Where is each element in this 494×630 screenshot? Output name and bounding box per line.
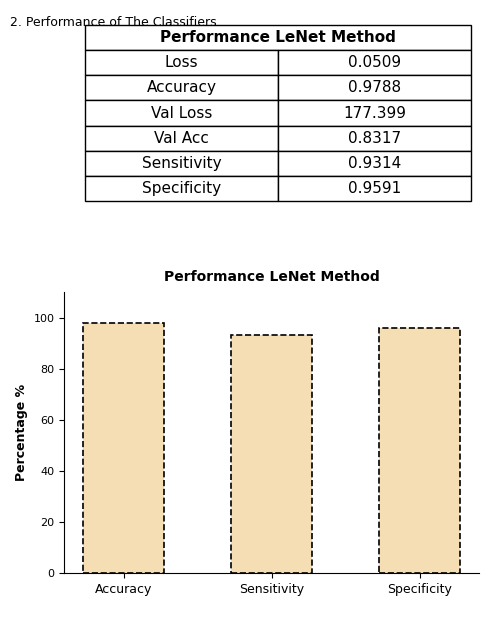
Bar [85, 176, 278, 201]
Text: 0.0509: 0.0509 [348, 55, 401, 71]
Bar [85, 25, 471, 50]
Bar [85, 76, 278, 101]
Text: 0.8317: 0.8317 [348, 130, 401, 146]
Bar [278, 76, 471, 101]
Bar [83, 323, 165, 573]
Text: Specificity: Specificity [142, 181, 221, 196]
Text: 0.9314: 0.9314 [348, 156, 401, 171]
Text: Val Loss: Val Loss [151, 106, 212, 120]
Bar [379, 328, 460, 573]
Bar [278, 176, 471, 201]
Text: Val Acc: Val Acc [154, 130, 209, 146]
Bar [85, 101, 278, 125]
Bar [278, 151, 471, 176]
Bar [278, 50, 471, 76]
Bar [231, 335, 312, 573]
Bar [85, 151, 278, 176]
Bar [278, 101, 471, 125]
Text: 0.9591: 0.9591 [348, 181, 401, 196]
Bar [379, 328, 460, 573]
Bar [83, 323, 165, 573]
Title: Performance LeNet Method: Performance LeNet Method [164, 270, 379, 284]
Text: Performance LeNet Method: Performance LeNet Method [160, 30, 396, 45]
Text: 2. Performance of The Classifiers: 2. Performance of The Classifiers [10, 16, 216, 29]
Bar [85, 50, 278, 76]
Bar [231, 335, 312, 573]
Bar [278, 125, 471, 151]
Text: 177.399: 177.399 [343, 106, 406, 120]
Text: Loss: Loss [165, 55, 198, 71]
Bar [85, 125, 278, 151]
Text: 0.9788: 0.9788 [348, 81, 401, 95]
Text: Accuracy: Accuracy [146, 81, 216, 95]
Text: Sensitivity: Sensitivity [142, 156, 221, 171]
Y-axis label: Percentage %: Percentage % [15, 384, 28, 481]
